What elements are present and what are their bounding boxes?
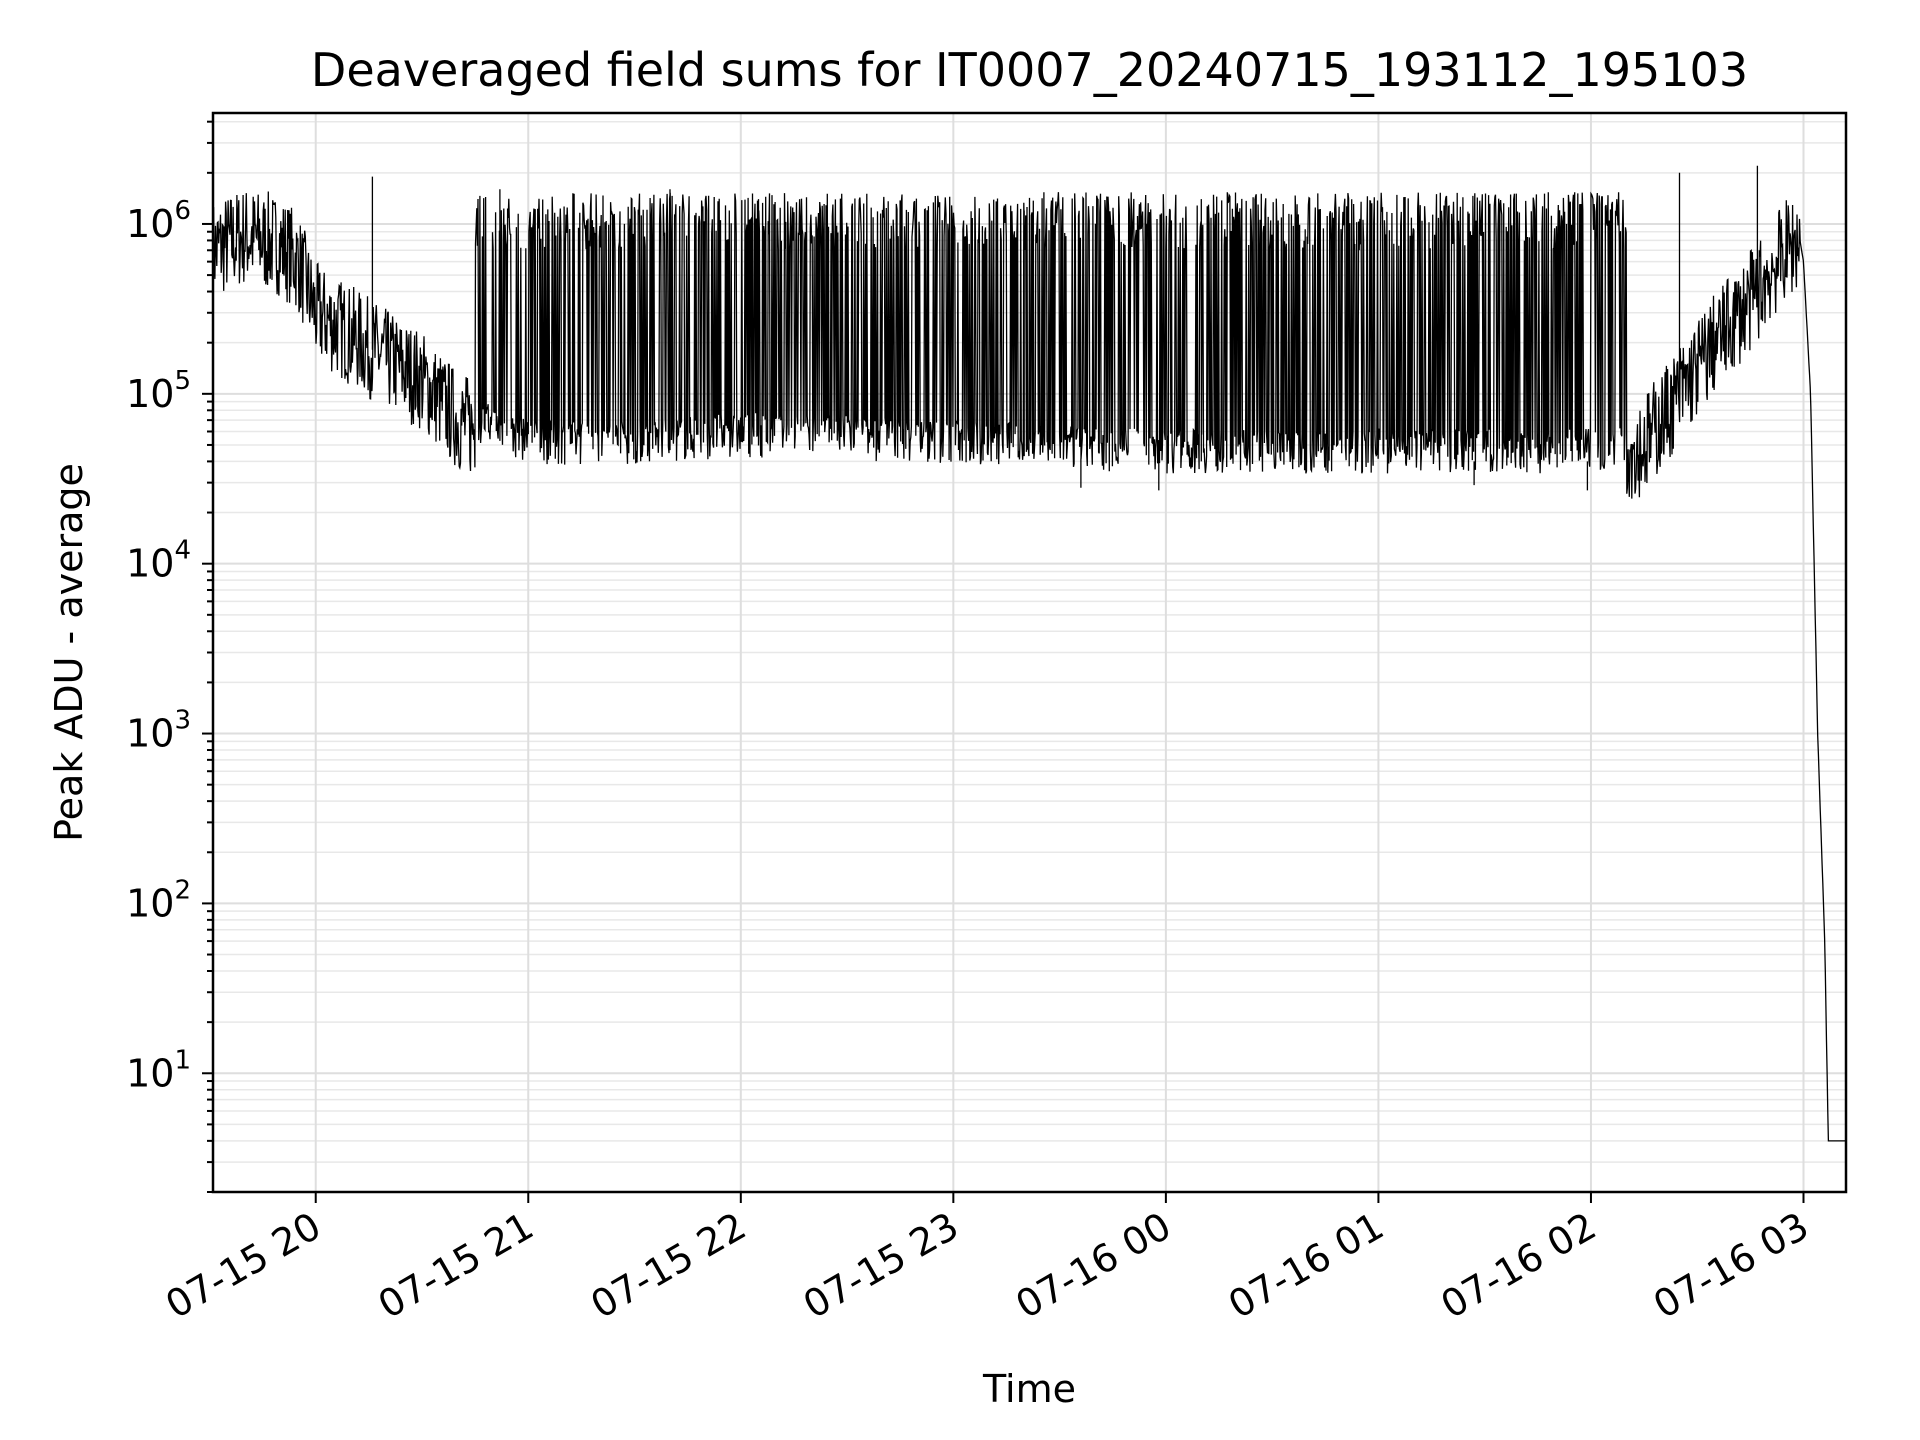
- y-tick-exponent: 4: [174, 536, 191, 566]
- y-tick-label: 103: [126, 706, 191, 756]
- y-axis-label: Peak ADU - average: [47, 463, 91, 842]
- y-tick-exponent: 3: [174, 706, 191, 736]
- y-tick-base: 10: [126, 202, 174, 246]
- y-tick-label: 106: [126, 196, 191, 246]
- y-tick-exponent: 6: [174, 196, 191, 226]
- x-axis-label: Time: [982, 1367, 1076, 1411]
- y-tick-base: 10: [126, 881, 174, 925]
- grid: [213, 113, 1846, 1193]
- series-line: [213, 165, 1846, 1142]
- y-tick-exponent: 5: [174, 366, 191, 396]
- plot-area: [213, 165, 1846, 1142]
- chart-title: Deaveraged field sums for IT0007_2024071…: [311, 43, 1748, 97]
- y-tick-label: 105: [126, 366, 191, 416]
- y-tick-base: 10: [126, 542, 174, 586]
- y-tick-base: 10: [126, 372, 174, 416]
- y-tick-base: 10: [126, 1051, 174, 1095]
- y-tick-label: 101: [126, 1045, 191, 1095]
- y-tick-base: 10: [126, 712, 174, 756]
- y-tick-exponent: 1: [174, 1045, 191, 1075]
- y-tick-exponent: 2: [174, 875, 191, 905]
- y-tick-label: 104: [126, 536, 191, 586]
- plot-frame: [211, 111, 1848, 1194]
- y-tick-label: 102: [126, 875, 191, 925]
